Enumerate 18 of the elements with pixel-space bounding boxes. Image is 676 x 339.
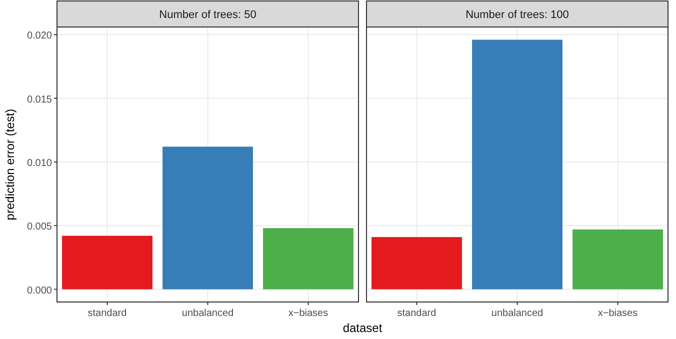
y-tick-label: 0.000 (26, 285, 52, 296)
bar (62, 236, 152, 290)
chart-title: Number of trees: 50 (159, 9, 256, 21)
x-tick-label: standard (88, 308, 127, 319)
y-tick-label: 0.005 (26, 222, 52, 233)
x-tick-label: x−biases (598, 308, 638, 319)
x-tick-label: unbalanced (491, 308, 544, 319)
bar (162, 146, 253, 290)
y-axis-title: prediction error (test) (3, 108, 17, 220)
y-tick-label: 0.015 (26, 94, 52, 106)
y-tick-label: 0.020 (26, 30, 52, 42)
chart-title: Number of trees: 100 (466, 9, 569, 21)
x-tick-label: standard (397, 308, 436, 319)
x-tick-label: x−biases (288, 308, 328, 319)
y-tick-label: 0.010 (26, 158, 52, 169)
x-tick-label: unbalanced (182, 308, 234, 319)
bar (263, 228, 354, 290)
x-axis-title: dataset (342, 321, 383, 335)
